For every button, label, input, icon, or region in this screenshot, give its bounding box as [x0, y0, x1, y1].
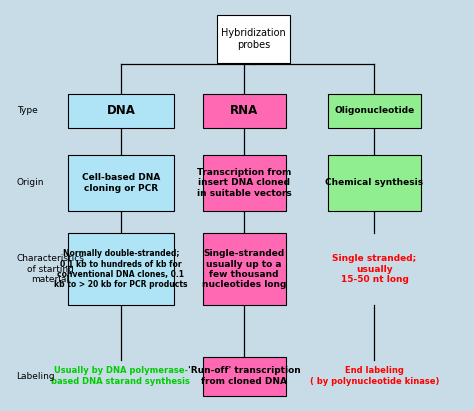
- FancyBboxPatch shape: [202, 356, 285, 395]
- Text: Origin: Origin: [17, 178, 44, 187]
- FancyBboxPatch shape: [67, 233, 174, 305]
- Text: Characteristics
of starting
material: Characteristics of starting material: [17, 254, 84, 284]
- Text: End labeling
( by polynucleotide kinase): End labeling ( by polynucleotide kinase): [310, 366, 439, 386]
- FancyBboxPatch shape: [328, 94, 420, 128]
- Text: 'Run-off' transcription
from cloned DNA: 'Run-off' transcription from cloned DNA: [188, 366, 301, 386]
- FancyBboxPatch shape: [202, 233, 285, 305]
- Text: Oligonucleotide: Oligonucleotide: [334, 106, 415, 115]
- Text: Usually by DNA polymerase-
based DNA starand synthesis: Usually by DNA polymerase- based DNA sta…: [52, 366, 190, 386]
- FancyBboxPatch shape: [67, 155, 174, 210]
- Text: Transcription from
insert DNA cloned
in suitable vectors: Transcription from insert DNA cloned in …: [197, 168, 292, 198]
- Text: DNA: DNA: [107, 104, 135, 118]
- FancyBboxPatch shape: [202, 155, 285, 210]
- FancyBboxPatch shape: [217, 15, 290, 62]
- Text: Labeling: Labeling: [17, 372, 55, 381]
- Text: RNA: RNA: [230, 104, 258, 118]
- FancyBboxPatch shape: [328, 155, 420, 210]
- Text: Cell-based DNA
cloning or PCR: Cell-based DNA cloning or PCR: [82, 173, 160, 193]
- Text: Type: Type: [17, 106, 37, 115]
- Text: Normally double-stranded;
0.1 kb to hundreds of kb for
conventional DNA clones, : Normally double-stranded; 0.1 kb to hund…: [54, 249, 188, 289]
- FancyBboxPatch shape: [202, 94, 285, 128]
- FancyBboxPatch shape: [67, 94, 174, 128]
- Text: Hybridization
probes: Hybridization probes: [221, 28, 286, 50]
- Text: Single stranded;
usually
15-50 nt long: Single stranded; usually 15-50 nt long: [332, 254, 417, 284]
- Text: Single-stranded
usually up to a
few thousand
nucleotides long: Single-stranded usually up to a few thou…: [202, 249, 286, 289]
- Text: Chemical synthesis: Chemical synthesis: [325, 178, 424, 187]
